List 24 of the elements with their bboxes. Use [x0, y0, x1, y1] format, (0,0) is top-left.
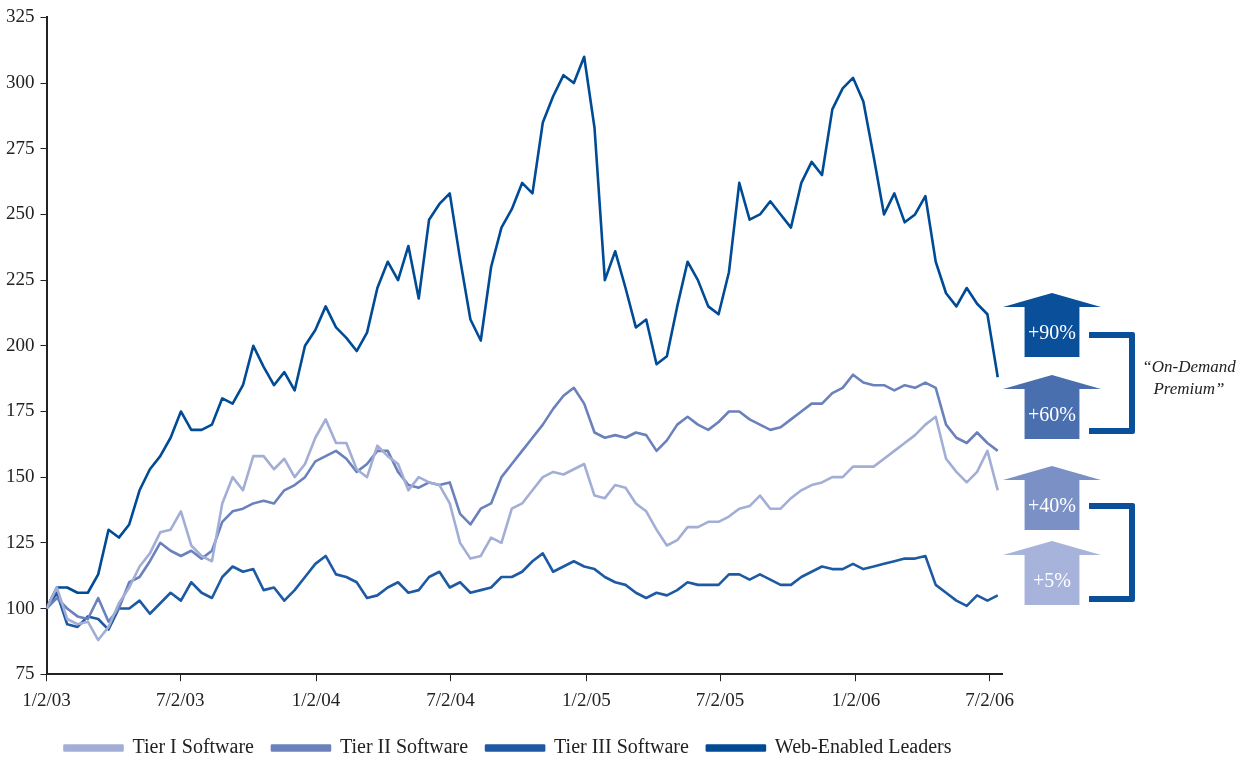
y-tick-label: 325	[6, 5, 35, 27]
y-tick-label: 100	[6, 596, 35, 618]
legend-label: Tier II Software	[339, 735, 469, 758]
x-tick-label: 7/2/03	[155, 688, 205, 710]
x-tick-label: 7/2/06	[965, 688, 1014, 710]
x-tick-label: 7/2/04	[426, 688, 476, 710]
x-tick-label: 1/2/03	[22, 688, 71, 710]
y-tick-label: 175	[6, 399, 35, 421]
legend-label: Tier III Software	[554, 735, 689, 758]
legend-label: Tier I Software	[132, 735, 255, 758]
y-tick-label: 300	[6, 71, 35, 93]
y-tick-label: 75	[15, 662, 35, 684]
x-tick-label: 7/2/05	[695, 688, 745, 710]
y-tick-label: 150	[6, 465, 35, 487]
y-tick-label: 250	[6, 202, 35, 224]
x-tick-label: 1/2/05	[562, 688, 611, 710]
y-tick-label: 225	[6, 268, 35, 290]
y-tick-label: 275	[6, 136, 35, 158]
text: “On-Demand Premium”	[1141, 356, 1237, 400]
x-tick-label: 1/2/06	[831, 688, 881, 710]
y-tick-label: 200	[6, 333, 35, 355]
x-tick-label: 1/2/04	[291, 688, 341, 710]
legend-label: Web-Enabled Leaders	[774, 735, 952, 758]
y-tick-label: 125	[6, 530, 35, 552]
